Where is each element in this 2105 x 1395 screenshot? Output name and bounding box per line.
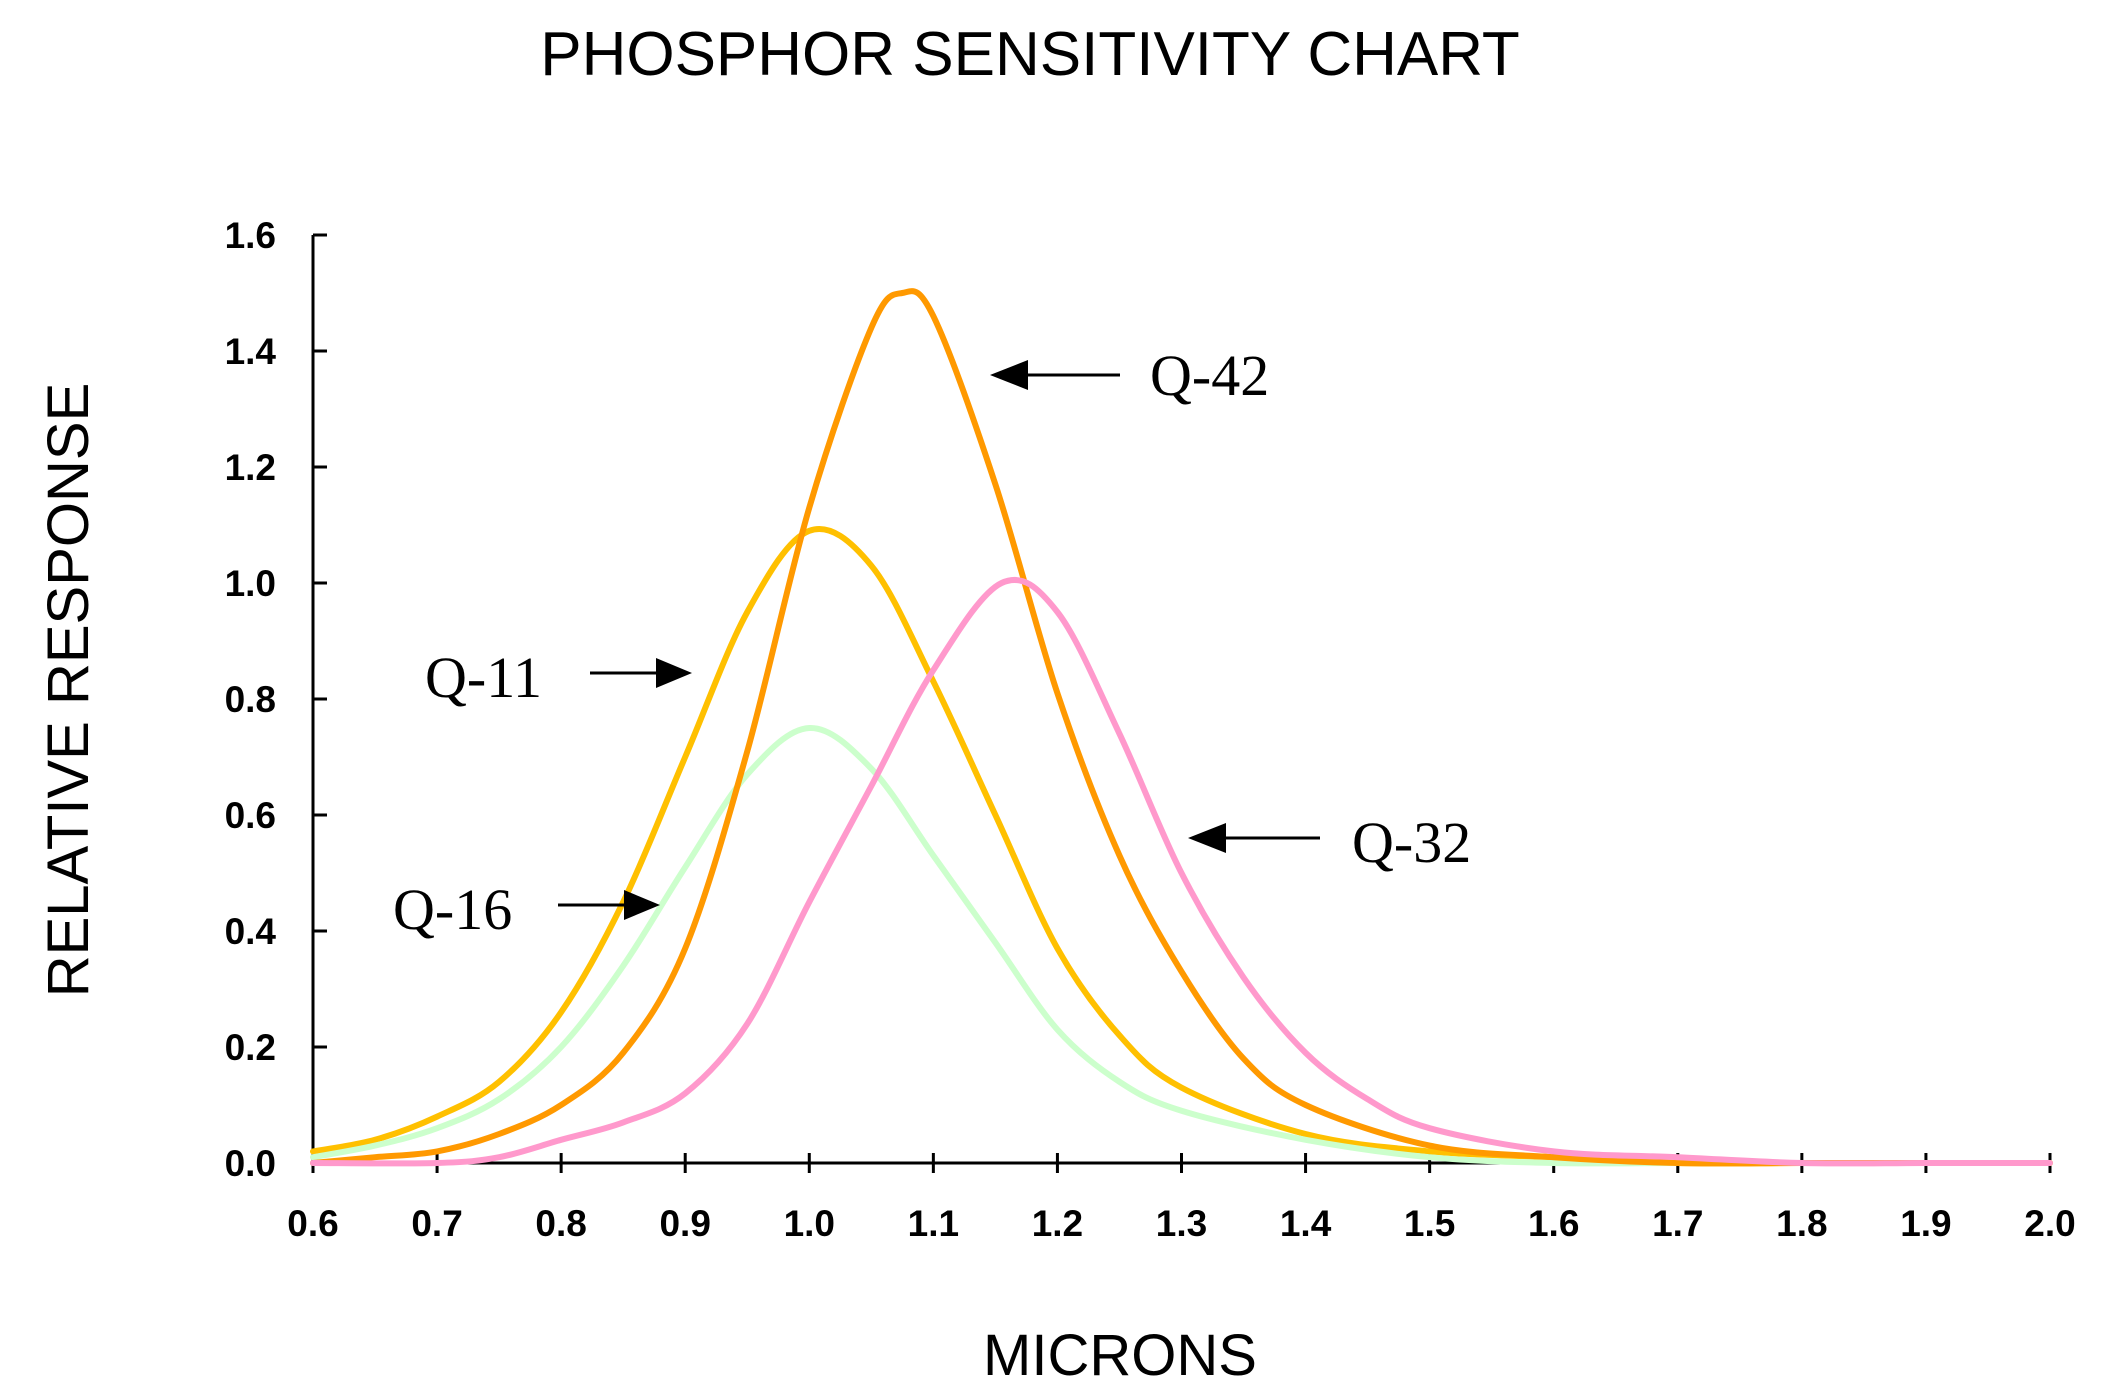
x-tick-label: 0.6 bbox=[287, 1203, 338, 1244]
y-axis-title: RELATIVE RESPONSE bbox=[36, 383, 101, 998]
curves bbox=[310, 288, 2053, 1167]
x-tick-label: 1.5 bbox=[1404, 1203, 1455, 1244]
label-q16: Q-16 bbox=[393, 877, 512, 942]
annotation-q11: Q-11 bbox=[425, 645, 692, 710]
x-tick-label: 1.6 bbox=[1528, 1203, 1579, 1244]
q32-arrow-head bbox=[1188, 823, 1226, 853]
x-tick-label: 1.7 bbox=[1652, 1203, 1703, 1244]
label-q11: Q-11 bbox=[425, 645, 542, 710]
x-tick-label: 1.3 bbox=[1156, 1203, 1207, 1244]
x-tick-label: 1.4 bbox=[1280, 1203, 1332, 1244]
x-tick-label: 1.9 bbox=[1900, 1203, 1951, 1244]
x-tick-label: 1.1 bbox=[908, 1203, 959, 1244]
y-tick-label: 0.0 bbox=[225, 1143, 276, 1184]
x-tick-label: 0.7 bbox=[411, 1203, 462, 1244]
q42-arrow-head bbox=[990, 360, 1028, 390]
y-tick-label: 0.2 bbox=[225, 1027, 276, 1068]
x-tick-label: 2.0 bbox=[2024, 1203, 2075, 1244]
q16-arrow-head bbox=[624, 890, 660, 920]
label-q42: Q-42 bbox=[1150, 343, 1269, 408]
y-tick-label: 1.2 bbox=[225, 447, 276, 488]
chart-title: PHOSPHOR SENSITIVITY CHART bbox=[540, 20, 1520, 89]
series-q-32-line bbox=[310, 576, 2053, 1167]
axes: 0.0 0.2 0.4 0.6 0.8 1.0 1.2 1.4 1.6 0.6 0.7 0.8 0.9 1… bbox=[225, 215, 2076, 1244]
annotation-q16: Q-16 bbox=[393, 877, 660, 942]
x-tick-label: 1.0 bbox=[784, 1203, 835, 1244]
x-tick-label: 0.9 bbox=[659, 1203, 710, 1244]
y-tick-label: 1.4 bbox=[225, 331, 277, 372]
y-tick-label: 0.8 bbox=[225, 679, 276, 720]
series-q-11-line bbox=[310, 526, 2053, 1167]
q11-arrow-head bbox=[656, 658, 692, 688]
x-axis-title: MICRONS bbox=[983, 1323, 1257, 1388]
annotation-q32: Q-32 bbox=[1188, 810, 1471, 875]
label-q32: Q-32 bbox=[1352, 810, 1471, 875]
y-tick-label: 0.6 bbox=[225, 795, 276, 836]
y-tick-label: 1.0 bbox=[225, 563, 276, 604]
x-tick-label: 0.8 bbox=[535, 1203, 586, 1244]
x-tick-label: 1.2 bbox=[1032, 1203, 1083, 1244]
x-tick-label: 1.8 bbox=[1776, 1203, 1827, 1244]
y-tick-label: 0.4 bbox=[225, 911, 277, 952]
series-q-42-line bbox=[310, 288, 2053, 1167]
annotation-q42: Q-42 bbox=[990, 343, 1269, 408]
y-tick-label: 1.6 bbox=[225, 215, 276, 256]
